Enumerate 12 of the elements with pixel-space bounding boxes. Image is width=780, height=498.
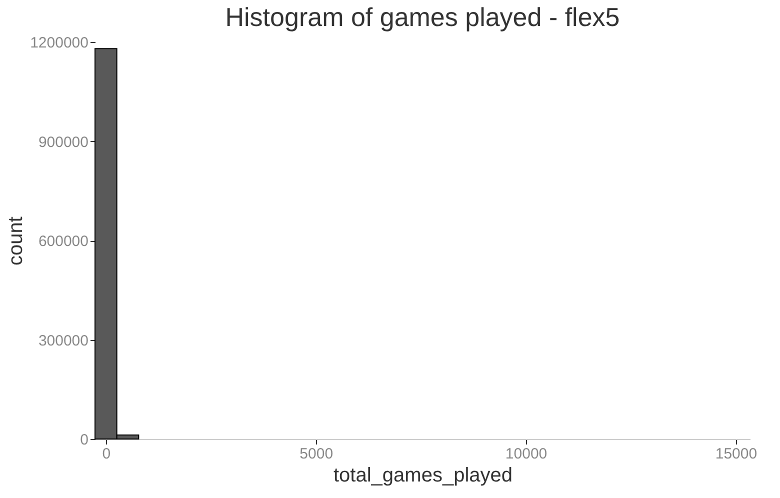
y-axis-title: count xyxy=(5,216,28,266)
y-tick-label: 0 xyxy=(80,432,88,448)
y-tick-label: 300000 xyxy=(38,332,88,350)
x-axis-title: total_games_played xyxy=(333,464,513,486)
y-tick-label: 600000 xyxy=(38,233,88,250)
x-tick-label: 0 xyxy=(102,446,111,462)
y-tick-label: 900000 xyxy=(38,134,88,151)
x-tick-label: 15000 xyxy=(715,446,758,462)
chart-title: Histogram of games played - flex5 xyxy=(225,2,620,32)
y-tick-label: 1200000 xyxy=(30,34,88,52)
x-tick-label: 10000 xyxy=(505,446,548,462)
x-tick-label: 5000 xyxy=(300,446,334,462)
